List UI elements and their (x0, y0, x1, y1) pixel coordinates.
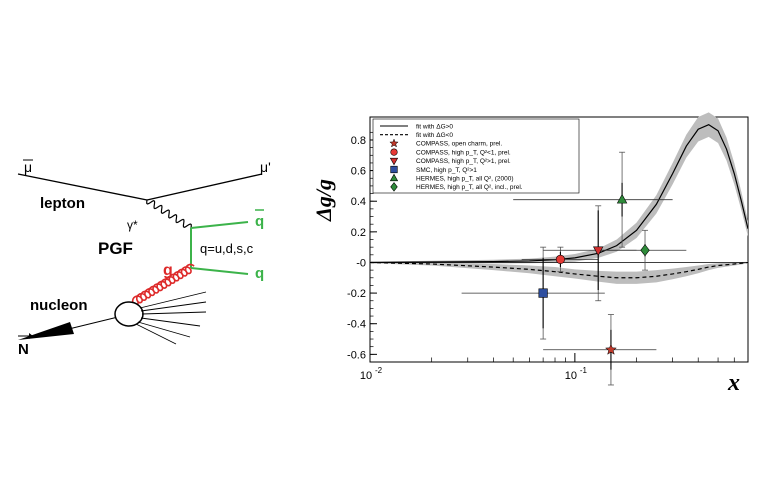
y-tick-label: -0.4 (347, 319, 366, 331)
gluon-line (131, 263, 195, 306)
legend-box (372, 118, 580, 194)
x-tick-exponent: -2 (375, 366, 383, 375)
y-tick-label: -0 (356, 257, 366, 269)
legend-label: HERMES, high p_T, all Q², incl., prel. (416, 184, 523, 191)
nucleon-incoming-arrow (18, 322, 74, 340)
nucleon-label: nucleon (30, 297, 88, 314)
x-tick-exponent: -1 (580, 366, 588, 375)
pgf-diagram: μ μ' lepton γ* q q PGF q=u,d,s,c g nucle… (17, 159, 271, 358)
delta-g-chart: -0.6-0.4-0.2-00.20.40.60.8 10 -2 10 -1 Δg/g… (311, 112, 749, 396)
nucleon-N-label: N (18, 341, 29, 358)
legend-entry: HERMES, high p_T, all Q², (2000) (389, 173, 514, 183)
fit-positive-band (370, 112, 748, 264)
legend-label: HERMES, high p_T, all Q², (2000) (416, 176, 514, 183)
legend-marker-diamond (390, 182, 398, 192)
legend-marker-triangle-up (389, 173, 399, 182)
incoming-muon-line (17, 173, 148, 201)
nucleon-N-arrowhead (29, 333, 33, 339)
pgf-label: PGF (98, 239, 133, 258)
legend-label: COMPASS, high p_T, Q²<1, prel. (416, 149, 511, 156)
legend-label: SMC, high p_T, Q²>1 (416, 167, 477, 174)
x-tick-label: 10 (360, 370, 372, 382)
legend-label: fit with ΔG>0 (416, 123, 453, 130)
legend-entry: SMC, high p_T, Q²>1 (390, 165, 477, 174)
x-axis-title: x (727, 370, 740, 396)
legend-label: COMPASS, open charm, prel. (416, 141, 502, 148)
legend-marker-circle (390, 148, 398, 156)
antiquark-line (190, 221, 249, 229)
nucleon-beam-line-1 (39, 316, 119, 337)
y-tick-label: 0.2 (351, 227, 366, 239)
nucleon-remnant-lines (135, 291, 207, 345)
antiquark-label: q (255, 213, 264, 230)
outgoing-muon-line (146, 173, 263, 201)
legend-entry: COMPASS, high p_T, Q²>1, prel. (389, 157, 511, 166)
x-tick-label: 10 (565, 370, 577, 382)
y-tick-label: -0.6 (347, 349, 366, 361)
fit-negative-line (369, 261, 749, 279)
data-point-square (538, 288, 548, 298)
gluon-label: g (163, 262, 173, 279)
y-tick-label: 0.4 (351, 196, 366, 208)
legend-entry: COMPASS, high p_T, Q²<1, prel. (390, 148, 511, 156)
y-axis-ticks: -0.6 -0.4 -0.2 -0 0.2 0.4 0.6 0.8 (347, 131, 377, 361)
legend-entry: fit with ΔG<0 (380, 132, 453, 139)
error-bar-star (543, 314, 657, 386)
fit-negative-band (370, 261, 748, 284)
y-axis-title: Δg/g (311, 179, 336, 222)
data-point-triangle-up (616, 193, 628, 204)
legend-label: COMPASS, high p_T, Q²>1, prel. (416, 158, 511, 165)
y-tick-label: 0.6 (351, 166, 366, 178)
fit-lines (369, 123, 749, 279)
legend-entry: COMPASS, open charm, prel. (389, 138, 502, 148)
legend-marker-star (389, 138, 399, 148)
data-point-circle (555, 254, 566, 265)
legend-marker-square (390, 165, 398, 174)
y-tick-label: 0.8 (351, 135, 366, 147)
y-tick-label: -0.2 (347, 288, 366, 300)
gamma-label: γ* (127, 218, 138, 232)
quark-line (190, 267, 249, 275)
legend-marker-triangle-down (389, 157, 399, 166)
data-point-triangle-down (592, 246, 604, 257)
x-axis-ticks: 10 -2 10 -1 (360, 353, 749, 382)
mu-in-label: μ (24, 159, 32, 175)
lepton-label: lepton (40, 195, 85, 212)
fit-error-bands (370, 112, 748, 284)
quark-label: q (255, 265, 264, 282)
virtual-photon-line (146, 199, 192, 229)
legend-entry: HERMES, high p_T, all Q², incl., prel. (390, 182, 523, 192)
fit-positive-line (369, 123, 749, 264)
data-point-star (604, 343, 617, 355)
legend: fit with ΔG>0 fit with ΔG<0 COMPASS, open … (372, 118, 580, 194)
data-point-diamond (640, 244, 650, 257)
mu-out-label: μ' (260, 159, 271, 175)
legend-entry: fit with ΔG>0 (380, 123, 453, 130)
legend-label: fit with ΔG<0 (416, 132, 453, 139)
data-markers (538, 193, 650, 355)
flavors-label: q=u,d,s,c (200, 241, 254, 256)
